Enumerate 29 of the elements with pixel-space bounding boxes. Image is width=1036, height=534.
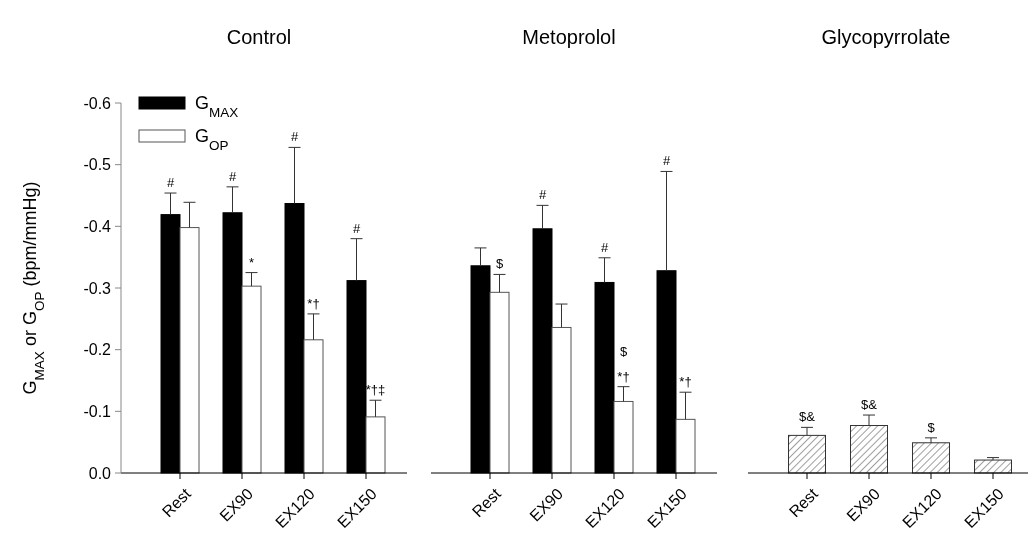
chart-title: Glycopyrrolate xyxy=(821,26,951,48)
y-tick-label: -0.5 xyxy=(83,156,112,174)
annotation: *† xyxy=(679,374,692,390)
annotation: # xyxy=(352,220,361,236)
annotation: # xyxy=(228,168,237,184)
annotation: *† xyxy=(307,295,320,311)
annotation: $ xyxy=(619,344,628,359)
annotation: $& xyxy=(799,409,816,425)
chart-title: Control xyxy=(226,26,292,48)
y-tick-label: -0.3 xyxy=(83,279,112,297)
annotation: *† xyxy=(617,368,630,384)
y-tick-label: 0.0 xyxy=(88,464,112,482)
annotation: # xyxy=(600,239,609,255)
annotation: # xyxy=(290,129,299,145)
y-tick-label: -0.2 xyxy=(83,341,112,359)
annotation: $& xyxy=(861,397,878,413)
annotation: # xyxy=(662,153,671,169)
legend-label: G$_{MAX}$ xyxy=(195,93,239,120)
annotation: # xyxy=(538,187,547,203)
annotation: * xyxy=(248,254,255,270)
legend-label: G$_{OP}$ xyxy=(195,126,229,153)
annotation: $ xyxy=(927,419,936,435)
annotation: # xyxy=(166,175,175,191)
y-tick-label: -0.1 xyxy=(83,402,112,420)
annotation: $ xyxy=(495,256,504,272)
y-tick-label: -0.4 xyxy=(83,217,112,235)
y-tick-label: -0.6 xyxy=(83,94,112,112)
chart-title: Metoprolol xyxy=(522,26,616,48)
annotation: *†‡ xyxy=(365,382,386,398)
